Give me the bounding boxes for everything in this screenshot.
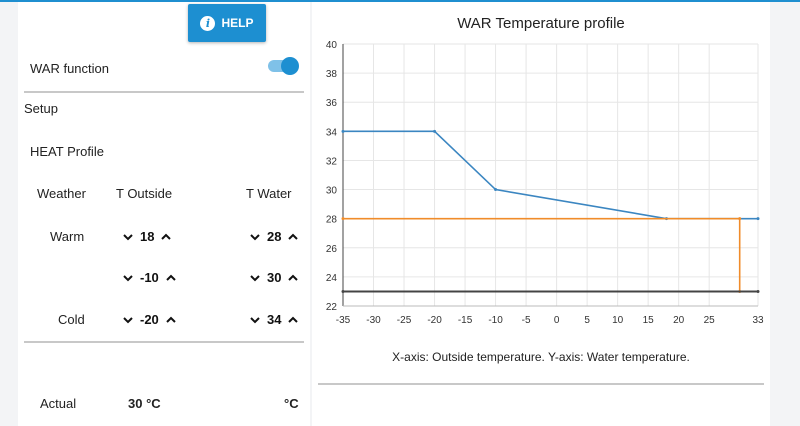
- series-point-2: [738, 217, 742, 221]
- t-outside-stepper-cold: -20: [122, 312, 177, 327]
- x-tick-label: 10: [612, 315, 624, 326]
- war-function-label: WAR function: [30, 61, 109, 76]
- x-tick-label: 0: [554, 315, 560, 326]
- war-function-toggle[interactable]: [268, 57, 299, 75]
- t-water-column-header: T Water: [246, 186, 292, 201]
- chevron-up-icon[interactable]: [287, 314, 299, 326]
- series-point-1: [756, 217, 760, 221]
- t-outside-value: -10: [140, 270, 159, 285]
- x-tick-label: 20: [673, 315, 685, 326]
- x-tick-label: 25: [704, 315, 716, 326]
- y-tick-label: 24: [326, 273, 338, 284]
- weather-column-header: Weather: [37, 186, 86, 201]
- series-point-1: [494, 188, 498, 192]
- divider: [318, 383, 764, 385]
- t-outside-column-header: T Outside: [116, 186, 173, 201]
- weather-label-warm: Warm: [50, 229, 85, 244]
- divider: [24, 91, 304, 93]
- series-line-2: [343, 217, 741, 292]
- top-accent-line: [0, 0, 800, 2]
- y-tick-label: 28: [326, 215, 338, 226]
- chevron-up-icon[interactable]: [287, 272, 299, 284]
- y-tick-label: 32: [326, 156, 338, 167]
- chart-title: WAR Temperature profile: [457, 15, 625, 32]
- t-water-value: 28: [267, 229, 282, 244]
- actual-value: 30 °C: [128, 396, 161, 411]
- chevron-down-icon[interactable]: [122, 231, 134, 243]
- t-outside-value: -20: [140, 312, 159, 327]
- toggle-knob: [281, 57, 299, 75]
- t-water-stepper-cold: 34: [249, 312, 299, 327]
- series-point-2: [341, 217, 345, 221]
- series-point-3: [341, 289, 345, 293]
- series-line-1: [343, 130, 758, 220]
- chevron-down-icon[interactable]: [249, 272, 261, 284]
- x-tick-label: -25: [397, 315, 412, 326]
- chevron-up-icon[interactable]: [165, 314, 177, 326]
- t-outside-value: 18: [140, 229, 155, 244]
- y-tick-label: 38: [326, 69, 338, 80]
- x-tick-label: -10: [488, 315, 503, 326]
- chevron-down-icon[interactable]: [122, 272, 134, 284]
- chevron-down-icon[interactable]: [122, 314, 134, 326]
- actual-label: Actual: [40, 396, 77, 411]
- t-water-stepper-warm: 28: [249, 229, 299, 244]
- weather-label-cold: Cold: [58, 312, 85, 327]
- y-tick-label: 30: [326, 186, 338, 197]
- series-point-1: [433, 129, 437, 133]
- x-tick-label: 33: [752, 315, 764, 326]
- y-tick-label: 22: [326, 302, 338, 313]
- y-tick-label: 26: [326, 244, 338, 255]
- x-tick-label: 15: [643, 315, 655, 326]
- series-point-1: [341, 129, 345, 133]
- settings-panel: [18, 2, 310, 426]
- x-tick-label: -20: [427, 315, 442, 326]
- heat-profile-label: HEAT Profile: [30, 144, 104, 159]
- help-button[interactable]: i HELP: [188, 4, 266, 42]
- chevron-down-icon[interactable]: [249, 314, 261, 326]
- t-water-value: 34: [267, 312, 282, 327]
- info-icon: i: [200, 15, 216, 31]
- x-tick-label: -30: [366, 315, 381, 326]
- t-outside-stepper-warm: 18: [122, 229, 172, 244]
- chart-caption: X-axis: Outside temperature. Y-axis: Wat…: [392, 350, 690, 364]
- t-outside-stepper-mid: -10: [122, 270, 177, 285]
- x-tick-label: -15: [458, 315, 473, 326]
- help-button-label: HELP: [221, 16, 254, 30]
- x-tick-label: 5: [584, 315, 590, 326]
- temperature-profile-chart: 22 24 26 28 30 32 34 36 38 40 -35 -30 -25 -20 -15 -10 -5…: [326, 40, 764, 326]
- y-tick-label: 36: [326, 98, 338, 109]
- y-tick-label: 34: [326, 127, 338, 138]
- series-point-3: [756, 289, 760, 293]
- y-tick-label: 40: [326, 40, 338, 51]
- actual-unit: °C: [284, 396, 299, 411]
- t-water-stepper-mid: 30: [249, 270, 299, 285]
- chevron-up-icon[interactable]: [287, 231, 299, 243]
- t-water-value: 30: [267, 270, 282, 285]
- chevron-down-icon[interactable]: [249, 231, 261, 243]
- chevron-up-icon[interactable]: [160, 231, 172, 243]
- x-tick-label: -5: [522, 315, 531, 326]
- setup-label: Setup: [24, 101, 58, 116]
- x-tick-label: -35: [336, 315, 351, 326]
- divider: [24, 341, 304, 343]
- chevron-up-icon[interactable]: [165, 272, 177, 284]
